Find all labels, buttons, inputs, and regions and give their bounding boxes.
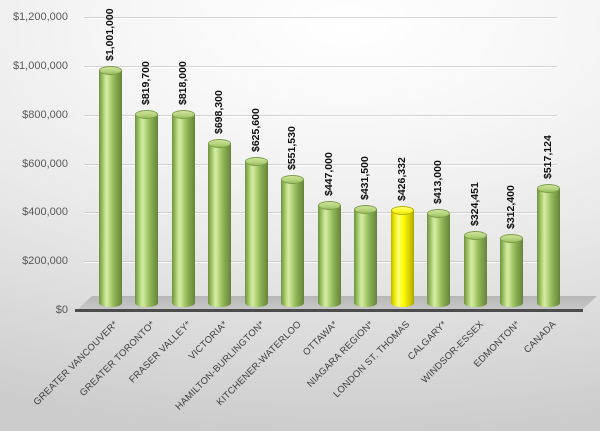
data-label: $517,124 <box>541 134 554 179</box>
category-label: CANADA <box>522 319 559 356</box>
data-label: $431,500 <box>359 155 371 200</box>
category-label: WINDSOR-ESSEX <box>419 319 486 386</box>
bar-bottom-ellipse <box>500 299 523 307</box>
bar-bottom-ellipse <box>354 299 377 307</box>
bar <box>135 114 158 303</box>
bar-bottom-ellipse <box>98 299 122 307</box>
value-axis-label: $200,000 <box>22 255 68 268</box>
bar-bottom-ellipse <box>427 299 450 307</box>
category-label: LONDON ST. THOMAS <box>331 319 413 400</box>
bar <box>281 179 304 303</box>
bar-highlighted <box>390 210 414 303</box>
bar-bottom-ellipse <box>208 299 231 307</box>
bar <box>536 188 560 303</box>
category-label: NIAGARA REGION* <box>305 319 377 390</box>
bar-cap <box>281 175 304 185</box>
gridline <box>84 163 557 166</box>
bar-bottom-ellipse <box>390 299 414 307</box>
bar-bottom-ellipse <box>536 299 560 307</box>
bar-cap <box>317 200 341 210</box>
gridline <box>84 17 557 19</box>
bar <box>98 70 122 303</box>
bar-cap <box>536 183 560 193</box>
bar-cap <box>98 65 122 75</box>
bar-cap <box>208 139 231 149</box>
gridline <box>84 114 557 117</box>
value-axis-label: $400,000 <box>22 206 68 219</box>
data-label: $426,332 <box>395 157 408 201</box>
bar-cap <box>244 157 268 167</box>
value-axis-label: $1,000,000 <box>12 59 68 72</box>
bar-cap <box>135 109 158 119</box>
bar <box>244 161 268 303</box>
data-label: $312,400 <box>505 184 517 229</box>
data-label: $818,000 <box>176 61 189 106</box>
bar-cap <box>463 230 487 240</box>
data-label: $625,600 <box>249 108 262 153</box>
bar-bottom-ellipse <box>281 299 304 307</box>
bar-cap <box>390 205 414 215</box>
data-label: $1,001,000 <box>103 8 116 61</box>
bar-bottom-ellipse <box>317 299 341 307</box>
data-label: $324,451 <box>468 181 481 226</box>
x-axis-line <box>75 309 583 312</box>
bar-cap <box>171 110 195 120</box>
gridline <box>84 65 557 68</box>
bar-bottom-ellipse <box>463 299 487 307</box>
value-axis-label: $600,000 <box>22 157 68 170</box>
data-label: $413,000 <box>432 160 444 205</box>
value-axis-label: $1,200,000 <box>12 11 68 23</box>
bar <box>354 209 377 303</box>
bar-bottom-ellipse <box>171 299 195 307</box>
bar <box>171 114 195 303</box>
bar-cap <box>354 204 377 214</box>
bar-cap <box>427 209 450 219</box>
data-label: $698,300 <box>213 90 225 135</box>
data-label: $819,700 <box>140 61 152 105</box>
value-axis-label: $0 <box>55 304 68 316</box>
category-label: FRASER VALLEY* <box>127 319 194 386</box>
bar <box>208 143 231 303</box>
data-label: $551,530 <box>286 126 298 171</box>
bar <box>317 205 341 303</box>
bar <box>500 238 523 303</box>
bar-cap <box>500 233 523 243</box>
bar <box>463 235 487 303</box>
bar <box>427 213 450 303</box>
bar-bottom-ellipse <box>135 299 158 307</box>
value-axis-label: $800,000 <box>22 108 68 121</box>
bar-bottom-ellipse <box>244 299 268 307</box>
data-label: $447,000 <box>322 152 335 196</box>
